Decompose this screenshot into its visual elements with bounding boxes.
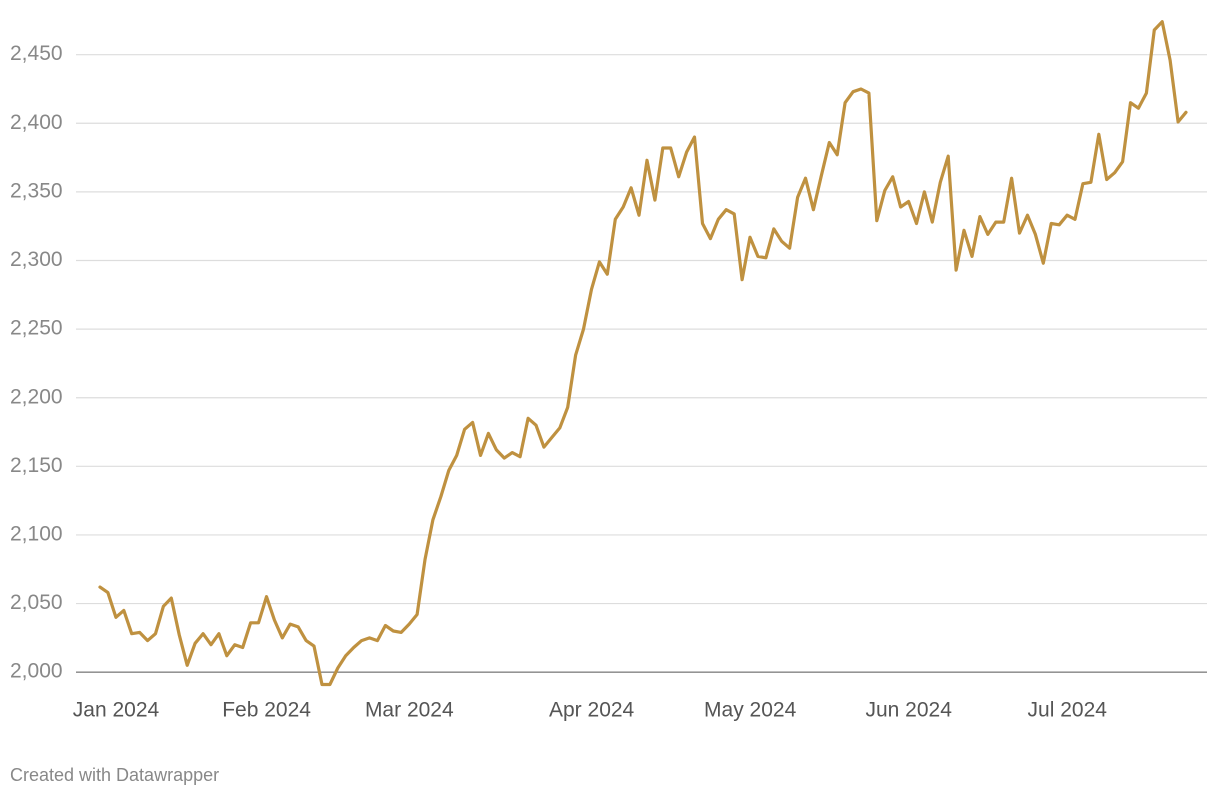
y-tick-label: 2,400 xyxy=(10,111,63,134)
y-tick-label: 2,100 xyxy=(10,522,63,545)
y-tick-label: 2,200 xyxy=(10,385,63,408)
line xyxy=(98,20,1188,687)
x-tick-label: Jun 2024 xyxy=(865,699,952,722)
x-tick-label: Mar 2024 xyxy=(365,699,454,722)
x-tick-label: Feb 2024 xyxy=(222,699,311,722)
credit: Created with Datawrapper xyxy=(10,765,219,785)
x-tick-label: May 2024 xyxy=(704,699,797,722)
y-tick-label: 2,150 xyxy=(10,454,63,477)
y-tick-label: 2,250 xyxy=(10,317,63,340)
y-tick-label: 2,000 xyxy=(10,660,63,683)
y-tick-label: 2,050 xyxy=(10,591,63,614)
y-tick-label: 2,450 xyxy=(10,42,63,65)
y-tick-label: 2,300 xyxy=(10,248,63,271)
x-tick-label: Jan 2024 xyxy=(73,699,160,722)
x-tick-label: Apr 2024 xyxy=(549,699,635,722)
x-tick-label: Jul 2024 xyxy=(1028,699,1108,722)
y-tick-label: 2,350 xyxy=(10,179,63,202)
